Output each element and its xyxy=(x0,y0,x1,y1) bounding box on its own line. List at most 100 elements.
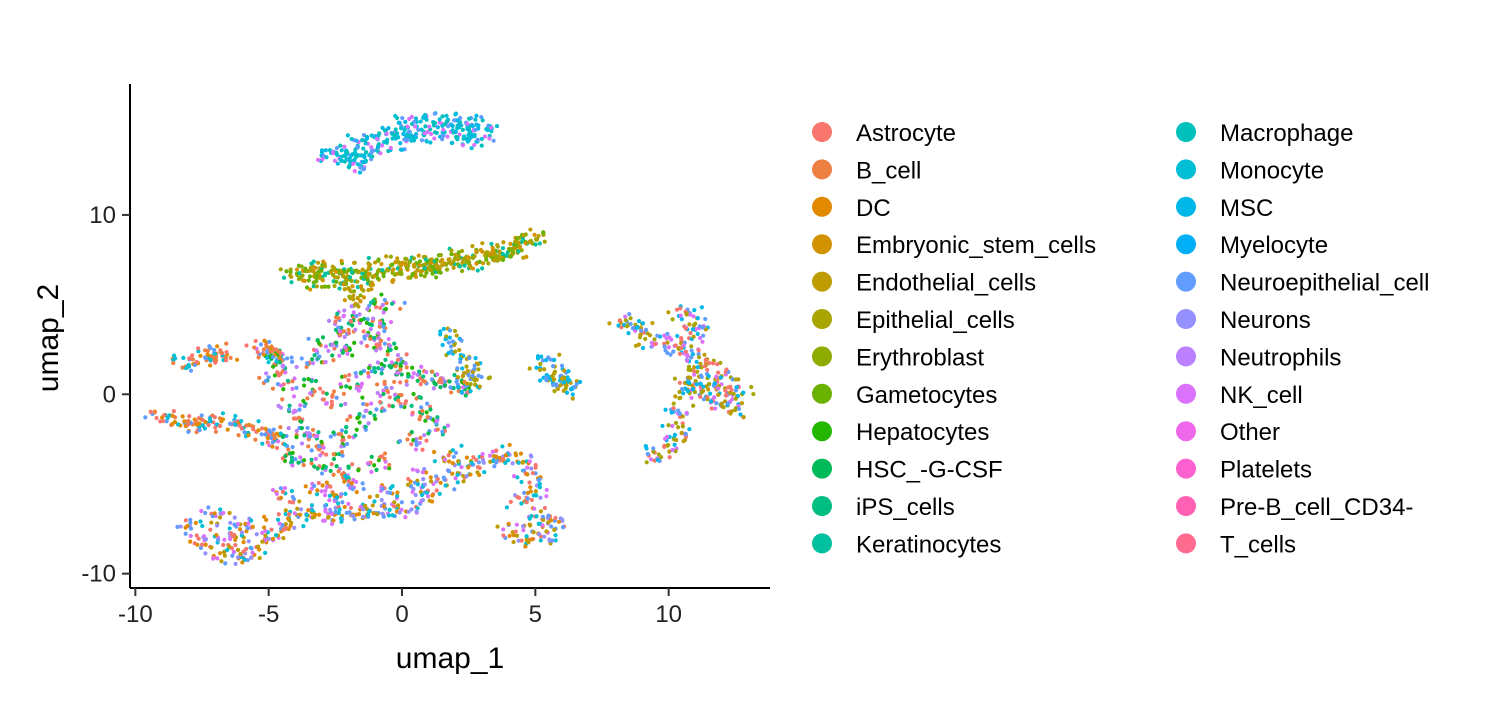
data-point xyxy=(380,268,385,273)
data-point xyxy=(249,518,254,523)
data-point xyxy=(414,468,420,473)
data-point xyxy=(507,442,512,448)
legend-swatch xyxy=(1176,309,1196,329)
data-point xyxy=(398,147,404,152)
data-point xyxy=(301,463,306,468)
data-point xyxy=(494,123,500,129)
data-point xyxy=(363,503,368,508)
data-point xyxy=(358,293,363,298)
data-point xyxy=(378,338,384,343)
data-point xyxy=(363,141,368,146)
data-point xyxy=(416,253,421,258)
data-point xyxy=(339,519,344,524)
data-point xyxy=(245,525,250,531)
data-point xyxy=(359,340,364,345)
data-point xyxy=(422,274,427,279)
data-point xyxy=(623,314,628,319)
data-point xyxy=(331,358,336,363)
data-point xyxy=(316,480,321,486)
data-point xyxy=(455,480,460,485)
data-point xyxy=(694,359,699,365)
data-point xyxy=(510,530,515,535)
data-point xyxy=(431,481,436,487)
data-point xyxy=(435,125,440,130)
data-point xyxy=(666,423,671,428)
data-point xyxy=(268,435,274,440)
legend-entry: NK_cell xyxy=(1176,382,1303,409)
data-point xyxy=(667,449,672,454)
data-point xyxy=(290,500,296,505)
data-point xyxy=(300,273,305,278)
data-point xyxy=(663,348,668,353)
data-point xyxy=(472,134,477,139)
legend-entry: Other xyxy=(1176,419,1280,446)
data-point xyxy=(473,127,478,133)
data-point xyxy=(212,415,217,420)
data-point xyxy=(218,507,223,512)
data-point xyxy=(212,347,217,353)
data-point xyxy=(365,307,370,312)
data-point xyxy=(381,310,386,315)
data-point xyxy=(651,449,656,454)
data-point xyxy=(259,426,265,431)
data-point xyxy=(472,363,477,368)
data-point xyxy=(716,392,721,397)
data-point xyxy=(409,442,414,447)
data-point xyxy=(378,151,383,156)
data-point xyxy=(227,510,232,516)
data-point xyxy=(388,319,394,325)
legend-label: Pre-B_cell_CD34- xyxy=(1220,494,1413,521)
data-point xyxy=(352,157,357,162)
data-point xyxy=(475,361,481,367)
data-point xyxy=(459,443,464,448)
data-point xyxy=(716,370,721,375)
legend-entry: Epithelial_cells xyxy=(812,307,1015,334)
data-point xyxy=(406,374,411,379)
data-point xyxy=(339,492,344,497)
data-point xyxy=(263,378,268,384)
data-point xyxy=(440,134,445,139)
data-point xyxy=(295,506,300,511)
data-point xyxy=(450,471,455,476)
data-point xyxy=(471,455,476,460)
legend-swatch xyxy=(1176,346,1196,367)
data-point xyxy=(435,415,440,420)
data-point xyxy=(482,134,487,139)
data-point xyxy=(266,536,272,541)
data-point xyxy=(449,140,454,146)
data-point xyxy=(475,268,480,273)
data-point xyxy=(501,533,506,538)
data-point xyxy=(299,356,304,361)
data-point xyxy=(398,263,404,268)
data-point xyxy=(298,512,303,517)
legend-entry: Myelocyte xyxy=(1176,232,1328,259)
data-point xyxy=(332,346,337,351)
data-point xyxy=(414,396,419,401)
data-point xyxy=(343,153,348,158)
data-point xyxy=(256,355,261,360)
data-point xyxy=(378,393,383,399)
data-point xyxy=(326,284,331,289)
data-point xyxy=(382,451,388,456)
data-point xyxy=(215,556,220,561)
legend-swatch xyxy=(812,234,832,255)
data-point xyxy=(422,482,427,487)
data-point xyxy=(284,269,289,274)
data-point xyxy=(319,439,324,445)
data-point xyxy=(688,367,693,373)
data-point xyxy=(324,480,329,485)
data-point xyxy=(430,493,435,498)
data-point xyxy=(381,391,386,397)
data-point xyxy=(413,492,418,498)
data-point xyxy=(337,329,342,334)
data-point xyxy=(384,300,389,306)
data-point xyxy=(221,542,226,548)
data-point xyxy=(450,461,455,466)
data-point xyxy=(419,138,425,143)
data-point xyxy=(331,265,337,270)
data-point xyxy=(381,273,386,279)
data-point xyxy=(453,476,458,481)
legend-label: Epithelial_cells xyxy=(856,307,1015,334)
data-point xyxy=(349,153,354,158)
data-point xyxy=(456,250,461,255)
